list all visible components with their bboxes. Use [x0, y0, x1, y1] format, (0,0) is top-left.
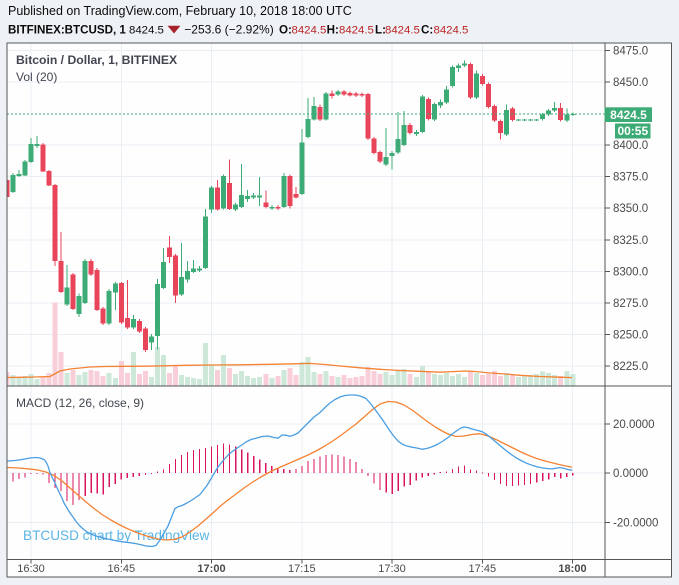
svg-text:8450.0: 8450.0 [613, 77, 648, 89]
svg-text:C:: C: [421, 24, 433, 37]
svg-text:8475.0: 8475.0 [613, 45, 648, 57]
svg-text:00:55: 00:55 [617, 124, 648, 138]
svg-text:8275.0: 8275.0 [613, 298, 648, 310]
svg-text:16:30: 16:30 [17, 563, 45, 575]
svg-text:17:00: 17:00 [197, 563, 225, 575]
svg-text:8250.0: 8250.0 [613, 330, 648, 342]
svg-text:8424.5: 8424.5 [610, 108, 647, 122]
svg-text:20.0000: 20.0000 [613, 419, 655, 431]
svg-text:O:: O: [279, 24, 292, 37]
svg-text:16:45: 16:45 [108, 563, 136, 575]
svg-text:MACD (12, 26, close, 9): MACD (12, 26, close, 9) [16, 396, 144, 410]
svg-text:8424.5: 8424.5 [385, 25, 420, 37]
svg-text:8350.0: 8350.0 [613, 203, 648, 215]
svg-text:8325.0: 8325.0 [613, 235, 648, 247]
svg-text:8424.5: 8424.5 [129, 25, 164, 37]
svg-text:17:15: 17:15 [288, 563, 316, 575]
svg-text:17:45: 17:45 [469, 563, 497, 575]
svg-text:8225.0: 8225.0 [613, 361, 648, 373]
svg-text:8424.5: 8424.5 [339, 25, 374, 37]
svg-text:8400.0: 8400.0 [613, 140, 648, 152]
svg-text:8424.5: 8424.5 [434, 25, 469, 37]
svg-text:8300.0: 8300.0 [613, 266, 648, 278]
svg-text:L:: L: [375, 24, 386, 37]
svg-text:BITFINEX:BTCUSD, 1: BITFINEX:BTCUSD, 1 [8, 24, 126, 37]
svg-text:8375.0: 8375.0 [613, 172, 648, 184]
svg-text:H:: H: [327, 24, 339, 37]
svg-text:17:30: 17:30 [378, 563, 406, 575]
svg-text:0.0000: 0.0000 [613, 468, 648, 480]
svg-text:8424.5: 8424.5 [292, 25, 327, 37]
svg-text:Vol (20): Vol (20) [16, 70, 57, 84]
svg-text:−253.6 (−2.92%): −253.6 (−2.92%) [184, 23, 273, 37]
svg-text:Published on TradingView.com,: Published on TradingView.com, February 1… [8, 4, 352, 18]
svg-text:18:00: 18:00 [558, 563, 586, 575]
svg-text:-20.0000: -20.0000 [613, 518, 658, 530]
svg-text:Bitcoin / Dollar, 1, BITFINEX: Bitcoin / Dollar, 1, BITFINEX [16, 53, 178, 67]
